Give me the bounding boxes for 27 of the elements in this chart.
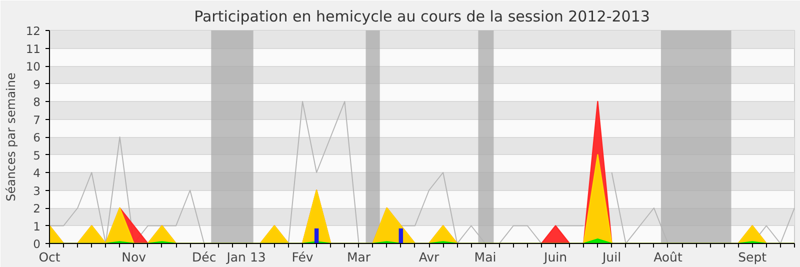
x-tick-label: Mai [474,250,496,264]
y-tick-label: 9 [33,77,41,92]
x-tick-label: Juil [601,250,622,264]
y-tick-label: 10 [26,60,41,74]
y-tick-label: 8 [33,95,41,109]
y-tick-label: 1 [33,219,41,234]
x-tick-label: Nov [122,250,147,264]
x-tick-label: Mar [346,250,372,264]
x-tick-label: Sept [738,250,767,264]
y-tick-label: 0 [33,237,41,251]
y-tick-label: 7 [33,112,41,127]
x-tick-label: Fév [292,250,314,264]
y-axis-title: Séances par semaine [4,72,18,202]
x-tick-label: Déc [192,250,216,264]
x-tick-label: Juin [543,250,568,264]
y-tick-label: 12 [26,24,41,38]
x-tick-label: Août [654,250,682,264]
x-tick-label: Oct [38,250,60,264]
y-tick-label: 5 [33,148,41,162]
chart-title: Participation en hemicycle au cours de la session 2012-2013 [194,8,650,26]
y-tick-label: 6 [33,130,41,144]
y-tick-label: 2 [33,202,41,216]
x-tick-label: Jan 13 [226,250,266,264]
y-tick-label: 11 [26,42,41,56]
x-tick-label: Avr [418,250,440,264]
y-tick-label: 3 [33,184,41,198]
y-tick-label: 4 [33,166,41,180]
